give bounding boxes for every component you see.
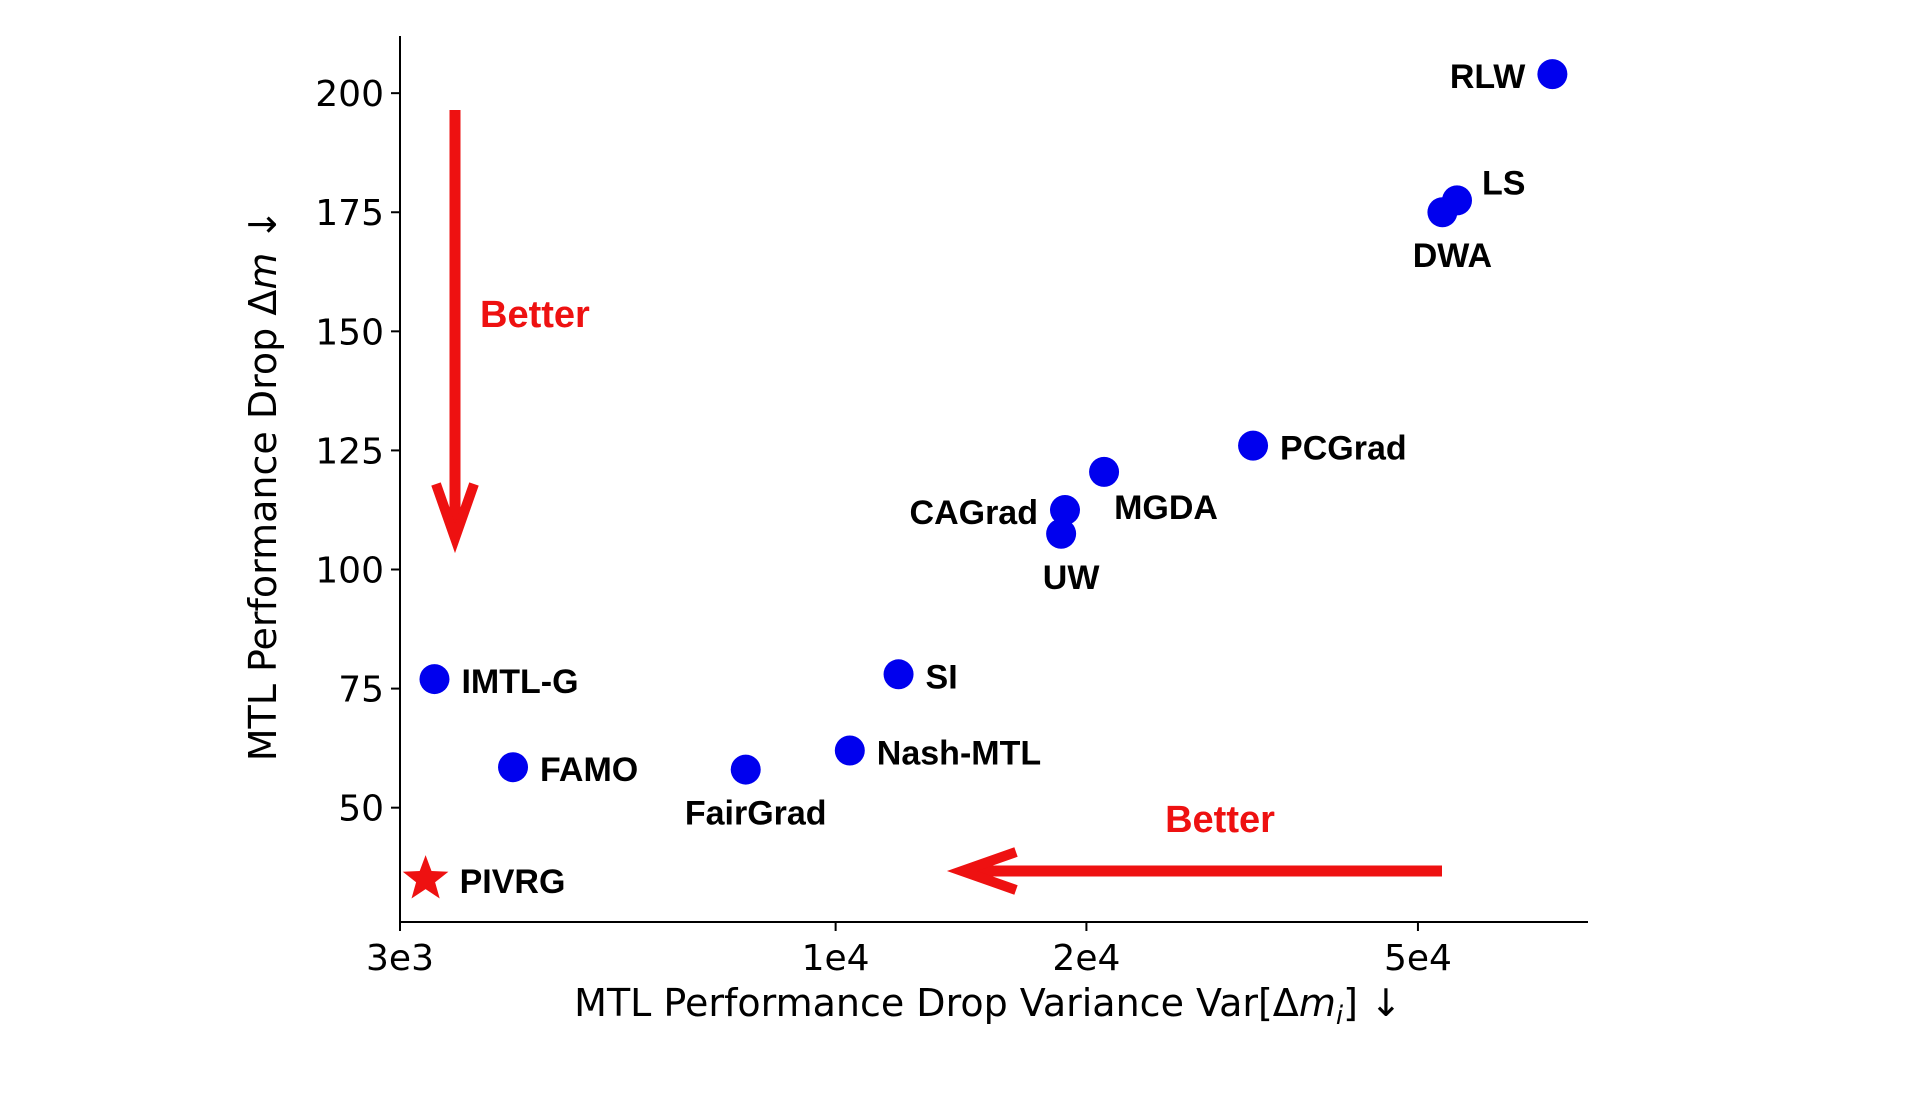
point-label: SI [926,658,958,696]
better-label-down: Better [480,294,590,336]
y-axis-title: MTL Performance Drop Δm ↓ [241,209,285,762]
point-label: DWA [1413,237,1492,275]
y-tick-label: 50 [338,789,384,830]
y-tick-label: 200 [315,74,384,115]
data-point [1427,197,1458,228]
point-label: Nash-MTL [877,735,1041,773]
axes [399,36,1588,923]
better-arrow-left-head [946,847,1018,895]
better-label-left: Better [1165,799,1275,841]
data-point [1089,456,1120,487]
highlight-point-label: PIVRG [460,863,566,901]
data-point [1049,494,1080,525]
data-point [1046,518,1077,549]
y-tick-label: 125 [315,431,384,472]
point-label: IMTL-G [461,663,578,701]
point-label: FAMO [540,751,638,789]
data-point [419,664,450,695]
better-arrows: Better Better [431,110,1442,895]
point-label: FairGrad [685,795,827,833]
point-label: CAGrad [910,494,1038,532]
ticks: 3e3 1e4 2e4 5e4 50 75 100 125 150 175 200 [315,74,1452,979]
highlight-star-point [402,855,449,899]
x-tick-label: 5e4 [1384,938,1452,979]
y-tick-label: 100 [315,551,384,592]
point-label: RLW [1450,58,1526,96]
better-arrow-down-head [431,482,479,554]
point-label: LS [1482,164,1525,202]
point-label: UW [1043,559,1101,597]
x-tick-label: 2e4 [1052,938,1120,979]
y-tick-label: 175 [315,193,384,234]
data-points [402,59,1568,899]
y-tick-label: 75 [338,670,384,711]
data-point [883,659,914,690]
data-point [1537,59,1568,90]
x-axis-title: MTL Performance Drop Variance Var[Δmi] ↓ [574,981,1402,1031]
y-tick-label: 150 [315,312,384,353]
x-tick-label: 1e4 [802,938,870,979]
data-point [834,735,865,766]
x-tick-label: 3e3 [366,938,434,979]
data-point [498,752,529,783]
point-label: PCGrad [1280,430,1407,468]
data-point [730,754,761,785]
point-label: MGDA [1114,489,1218,527]
data-point [1238,430,1269,461]
